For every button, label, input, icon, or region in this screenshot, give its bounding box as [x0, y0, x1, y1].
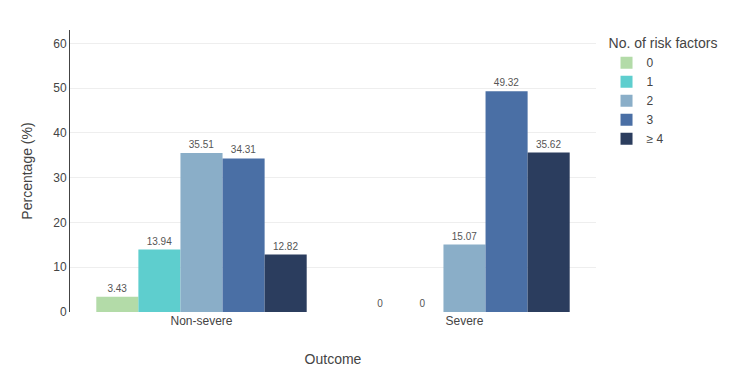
svg-text:10: 10	[53, 260, 67, 274]
svg-text:49.32: 49.32	[494, 77, 519, 88]
svg-text:35.62: 35.62	[536, 139, 561, 150]
svg-text:0: 0	[377, 298, 383, 309]
svg-text:60: 60	[53, 37, 67, 51]
svg-text:Outcome: Outcome	[305, 351, 362, 367]
svg-text:35.51: 35.51	[189, 139, 214, 150]
svg-text:Non-severe: Non-severe	[170, 314, 232, 328]
svg-text:2: 2	[647, 94, 654, 108]
svg-text:12.82: 12.82	[273, 241, 298, 252]
svg-text:0: 0	[419, 298, 425, 309]
svg-text:Percentage (%): Percentage (%)	[19, 122, 35, 219]
svg-text:0: 0	[647, 56, 654, 70]
svg-text:20: 20	[53, 216, 67, 230]
svg-text:30: 30	[53, 171, 67, 185]
svg-text:34.31: 34.31	[231, 144, 256, 155]
svg-text:15.07: 15.07	[452, 231, 477, 242]
svg-text:13.94: 13.94	[147, 236, 172, 247]
svg-text:No. of risk factors: No. of risk factors	[609, 35, 718, 51]
svg-text:0: 0	[60, 305, 67, 319]
svg-text:50: 50	[53, 81, 67, 95]
svg-text:3: 3	[647, 113, 654, 127]
svg-text:≥ 4: ≥ 4	[647, 132, 664, 146]
svg-text:1: 1	[647, 75, 654, 89]
svg-text:3.43: 3.43	[107, 283, 127, 294]
svg-text:40: 40	[53, 126, 67, 140]
svg-text:Severe: Severe	[445, 314, 483, 328]
